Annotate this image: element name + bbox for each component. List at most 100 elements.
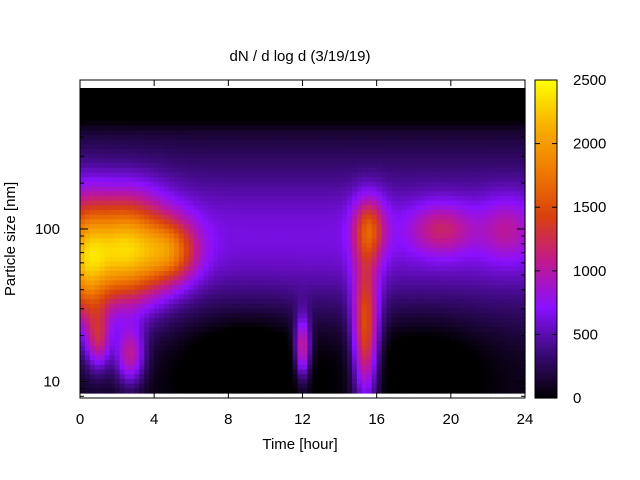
heatmap-cell [421, 242, 427, 249]
heatmap-cell [440, 341, 447, 347]
heatmap-cell [178, 388, 185, 394]
heatmap-cell [144, 158, 150, 164]
heatmap-cell [342, 111, 348, 117]
heatmap-cell [376, 299, 383, 305]
heatmap-cell [282, 144, 289, 150]
heatmap-cell [282, 134, 289, 141]
heatmap-cell [193, 153, 200, 159]
heatmap-cell [154, 294, 160, 300]
heatmap-cell [134, 214, 140, 220]
heatmap-cell [342, 327, 348, 333]
heatmap-cell [401, 285, 407, 291]
heatmap-cell [376, 252, 383, 258]
heatmap-cell [307, 125, 313, 131]
heatmap-cell [238, 280, 244, 286]
heatmap-cell [218, 186, 224, 192]
heatmap-cell [342, 238, 348, 244]
heatmap-cell [426, 158, 432, 164]
heatmap-cell [267, 186, 274, 192]
heatmap-cell [258, 224, 264, 230]
heatmap-cell [391, 327, 398, 333]
heatmap-cell [159, 134, 165, 141]
heatmap-cell [391, 355, 398, 361]
heatmap-cell [223, 336, 229, 342]
heatmap-cell [188, 153, 195, 159]
heatmap-cell [317, 200, 323, 206]
heatmap-cell [351, 261, 358, 267]
heatmap-cell [188, 242, 195, 249]
heatmap-cell [228, 163, 234, 169]
heatmap-cell [332, 350, 338, 357]
heatmap-cell [297, 313, 304, 319]
heatmap-cell [124, 271, 131, 277]
heatmap-cell [124, 163, 131, 169]
heatmap-cell [253, 177, 259, 183]
heatmap-cell [327, 360, 333, 366]
heatmap-cell [327, 266, 333, 272]
heatmap-cell [253, 275, 259, 281]
heatmap-cell [169, 88, 175, 94]
heatmap-cell [267, 120, 274, 127]
heatmap-cell [104, 285, 111, 291]
heatmap-cell [272, 369, 279, 375]
heatmap-cell [391, 336, 398, 342]
heatmap-cell [159, 167, 165, 174]
heatmap-cell [104, 224, 111, 230]
heatmap-cell [159, 233, 165, 239]
heatmap-cell [149, 369, 155, 375]
heatmap-cell [109, 271, 116, 277]
heatmap-cell [139, 275, 145, 281]
heatmap-cell [342, 256, 348, 263]
heatmap-cell [386, 350, 393, 357]
heatmap-cell [401, 271, 407, 277]
heatmap-cell [436, 294, 442, 300]
heatmap-cell [267, 388, 274, 394]
heatmap-cell [272, 252, 279, 258]
heatmap-cell [292, 195, 299, 202]
heatmap-cell [144, 149, 150, 155]
heatmap-cell [238, 92, 244, 98]
heatmap-cell [297, 106, 304, 113]
heatmap-cell [411, 261, 417, 267]
heatmap-cell [307, 256, 313, 263]
heatmap-cell [114, 355, 121, 361]
heatmap-cell [94, 97, 101, 103]
heatmap-cell [114, 205, 121, 211]
heatmap-cell [183, 327, 190, 333]
heatmap-cell [262, 322, 269, 328]
heatmap-cell [149, 186, 155, 192]
heatmap-cell [203, 378, 210, 385]
heatmap-cell [99, 116, 106, 122]
heatmap-cell [431, 388, 437, 394]
heatmap-cell [109, 167, 116, 174]
heatmap-cell [386, 181, 393, 188]
heatmap-cell [337, 224, 343, 230]
heatmap-cell [342, 195, 348, 202]
heatmap-cell [243, 378, 249, 385]
heatmap-cell [80, 106, 86, 113]
heatmap-cell [302, 177, 309, 183]
heatmap-cell [361, 280, 368, 286]
heatmap-cell [233, 214, 239, 220]
heatmap-cell [208, 289, 215, 296]
heatmap-cell [421, 111, 427, 117]
heatmap-cell [287, 210, 294, 216]
heatmap-cell [193, 378, 200, 385]
heatmap-cell [381, 153, 388, 159]
heatmap-cell [119, 228, 126, 235]
heatmap-cell [238, 102, 244, 108]
heatmap-cell [406, 130, 412, 136]
heatmap-cell [208, 116, 215, 122]
heatmap-cell [371, 224, 378, 230]
heatmap-cell [445, 149, 452, 155]
heatmap-cell [282, 261, 289, 267]
heatmap-cell [292, 172, 299, 178]
heatmap-cell [277, 167, 284, 174]
heatmap-cell [322, 327, 328, 333]
heatmap-cell [203, 163, 210, 169]
heatmap-cell [347, 97, 353, 103]
heatmap-cell [371, 219, 378, 225]
heatmap-cell [421, 120, 427, 127]
heatmap-cell [159, 252, 165, 258]
heatmap-cell [188, 322, 195, 328]
